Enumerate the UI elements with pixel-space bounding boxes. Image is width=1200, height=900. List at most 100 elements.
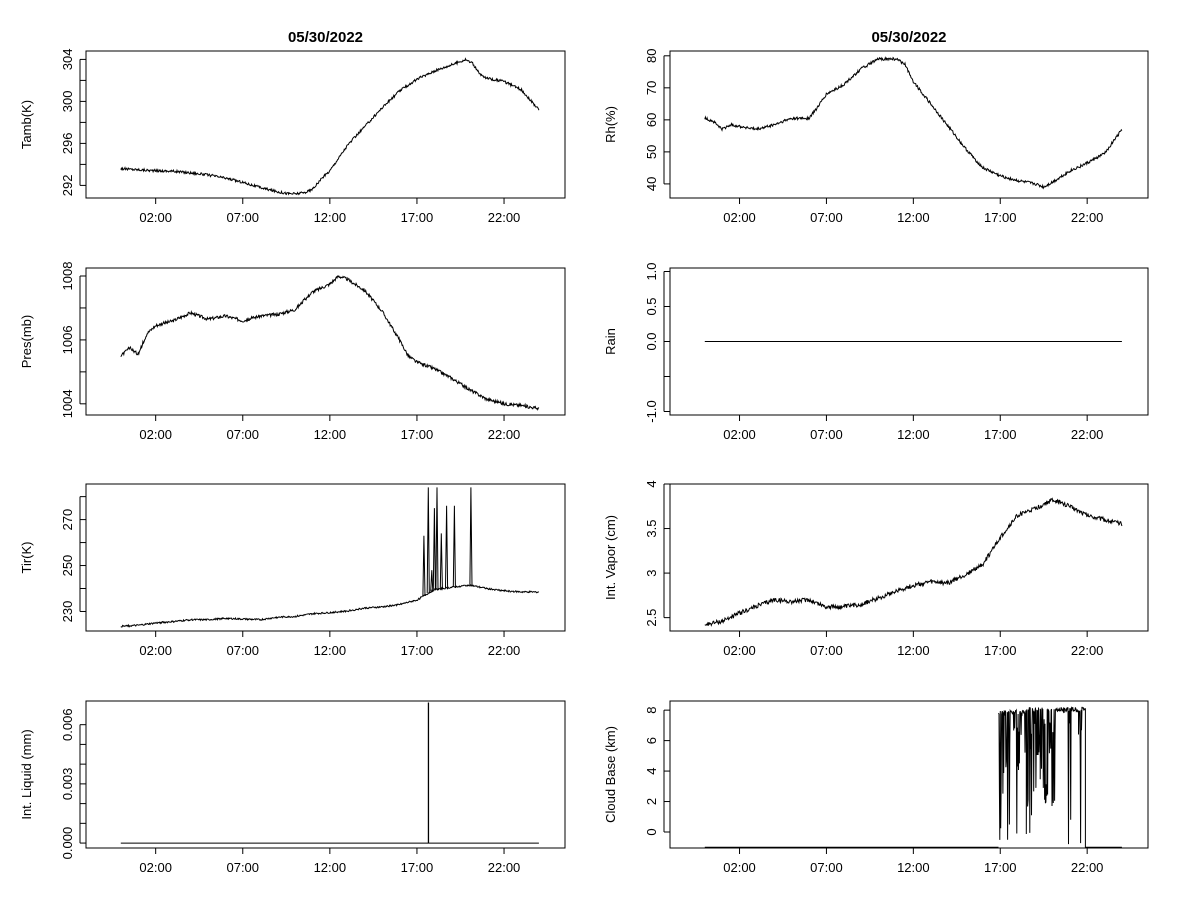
x-tick-label: 07:00 bbox=[226, 210, 259, 225]
y-axis-label: Rain bbox=[603, 328, 618, 355]
x-tick-label: 22:00 bbox=[1071, 210, 1104, 225]
y-tick-label: 300 bbox=[60, 91, 75, 113]
y-tick-label: 6 bbox=[644, 737, 659, 744]
x-tick-label: 22:00 bbox=[488, 210, 521, 225]
x-tick-label: 07:00 bbox=[810, 860, 843, 875]
x-tick-label: 17:00 bbox=[984, 427, 1017, 442]
y-tick-label: 292 bbox=[60, 175, 75, 197]
x-tick-label: 22:00 bbox=[1071, 427, 1104, 442]
y-axis-label: Pres(mb) bbox=[19, 315, 34, 368]
plot-panel-tamb: 05/30/2022 02:00 07:00 12:00 17:00 22:00 292 29… bbox=[19, 29, 566, 225]
x-tick-label: 17:00 bbox=[401, 643, 434, 658]
x-tick-label: 07:00 bbox=[226, 643, 259, 658]
data-spike bbox=[422, 535, 426, 596]
y-tick-label: 80 bbox=[644, 49, 659, 63]
x-tick-label: 07:00 bbox=[810, 643, 843, 658]
plot-panel-rh: 05/30/2022 02:00 07:00 12:00 17:00 22:00 40 50 6… bbox=[603, 29, 1149, 225]
y-tick-label: 40 bbox=[644, 177, 659, 191]
x-tick-label: 12:00 bbox=[314, 643, 347, 658]
x-tick-label: 12:00 bbox=[897, 643, 930, 658]
data-series-line bbox=[120, 57, 540, 196]
data-spike bbox=[435, 487, 439, 590]
x-tick-label: 17:00 bbox=[401, 860, 434, 875]
plot-frame bbox=[85, 267, 566, 416]
x-tick-label: 17:00 bbox=[984, 860, 1017, 875]
data-series-line bbox=[704, 56, 1123, 190]
y-tick-label: 1008 bbox=[60, 262, 75, 291]
y-tick-label: 60 bbox=[644, 113, 659, 127]
x-tick-label: 12:00 bbox=[897, 427, 930, 442]
plot-title: 05/30/2022 bbox=[871, 29, 946, 46]
plot-title: 05/30/2022 bbox=[288, 29, 363, 46]
y-axis-label: Cloud Base (km) bbox=[603, 726, 618, 823]
x-tick-label: 22:00 bbox=[1071, 643, 1104, 658]
y-tick-label: 1006 bbox=[60, 325, 75, 354]
data-series-line bbox=[120, 275, 540, 411]
data-series-line bbox=[120, 702, 539, 844]
y-tick-label: 0.0 bbox=[644, 332, 659, 350]
x-tick-label: 22:00 bbox=[488, 427, 521, 442]
y-tick-label: 0.006 bbox=[60, 708, 75, 741]
x-tick-label: 12:00 bbox=[314, 860, 347, 875]
x-tick-label: 02:00 bbox=[723, 427, 756, 442]
plot-panel-pres: 02:00 07:00 12:00 17:00 22:00 1004 1006 1008 Pre… bbox=[19, 262, 566, 442]
data-spike bbox=[469, 487, 473, 586]
x-tick-label: 22:00 bbox=[1071, 860, 1104, 875]
x-tick-label: 17:00 bbox=[401, 210, 434, 225]
data-spike bbox=[430, 570, 434, 592]
x-tick-label: 17:00 bbox=[401, 427, 434, 442]
y-tick-label: 2 bbox=[644, 798, 659, 805]
y-tick-label: 230 bbox=[60, 601, 75, 623]
plot-frame bbox=[669, 700, 1149, 849]
plot-panel-rain: 02:00 07:00 12:00 17:00 22:00 -1.0 0.0 0.5 1.0 Ra… bbox=[603, 262, 1149, 442]
y-axis-label: Int. Vapor (cm) bbox=[603, 515, 618, 600]
y-tick-label: 0.5 bbox=[644, 297, 659, 315]
x-tick-label: 02:00 bbox=[139, 427, 172, 442]
y-axis-label: Rh(%) bbox=[603, 106, 618, 143]
y-tick-label: 304 bbox=[60, 49, 75, 71]
y-tick-label: 50 bbox=[644, 145, 659, 159]
data-spike bbox=[439, 533, 443, 589]
y-tick-label: 1004 bbox=[60, 389, 75, 418]
x-tick-label: 12:00 bbox=[897, 210, 930, 225]
plot-frame bbox=[85, 700, 566, 849]
x-tick-label: 07:00 bbox=[226, 427, 259, 442]
y-tick-label: 250 bbox=[60, 555, 75, 577]
data-cloud-segments bbox=[998, 706, 1122, 848]
y-tick-label: 4 bbox=[644, 480, 659, 487]
x-tick-label: 17:00 bbox=[984, 643, 1017, 658]
data-spike bbox=[426, 487, 430, 594]
x-tick-label: 12:00 bbox=[314, 210, 347, 225]
y-tick-label: 8 bbox=[644, 707, 659, 714]
x-tick-label: 22:00 bbox=[488, 643, 521, 658]
y-tick-label: 270 bbox=[60, 509, 75, 531]
x-tick-label: 07:00 bbox=[810, 210, 843, 225]
y-tick-label: 3 bbox=[644, 569, 659, 576]
x-tick-label: 07:00 bbox=[226, 860, 259, 875]
x-tick-label: 02:00 bbox=[139, 860, 172, 875]
y-axis-label: Int. Liquid (mm) bbox=[19, 729, 34, 819]
x-tick-label: 02:00 bbox=[723, 643, 756, 658]
y-axis-label: Tamb(K) bbox=[19, 100, 34, 149]
plot-panel-cloud-base: 02:00 07:00 12:00 17:00 22:00 0 2 4 6 8 Cloud Base… bbox=[603, 700, 1149, 875]
x-tick-label: 02:00 bbox=[723, 210, 756, 225]
x-tick-label: 02:00 bbox=[139, 210, 172, 225]
plot-frame bbox=[669, 483, 1149, 632]
x-tick-label: 02:00 bbox=[139, 643, 172, 658]
y-tick-label: -1.0 bbox=[644, 400, 659, 422]
y-tick-label: 3.5 bbox=[644, 520, 659, 538]
plot-frame bbox=[669, 50, 1149, 199]
x-tick-label: 22:00 bbox=[488, 860, 521, 875]
y-tick-label: 1.0 bbox=[644, 262, 659, 280]
x-tick-label: 07:00 bbox=[810, 427, 843, 442]
x-tick-label: 12:00 bbox=[897, 860, 930, 875]
plot-panel-int-vapor: 02:00 07:00 12:00 17:00 22:00 2.5 3 3.5 4 Int. Va… bbox=[603, 480, 1149, 658]
y-tick-label: 0 bbox=[644, 828, 659, 835]
y-tick-label: 70 bbox=[644, 81, 659, 95]
x-tick-label: 12:00 bbox=[314, 427, 347, 442]
y-axis-label: Tir(K) bbox=[19, 541, 34, 573]
x-tick-label: 17:00 bbox=[984, 210, 1017, 225]
data-series-line bbox=[120, 584, 540, 628]
plot-frame bbox=[85, 50, 566, 199]
